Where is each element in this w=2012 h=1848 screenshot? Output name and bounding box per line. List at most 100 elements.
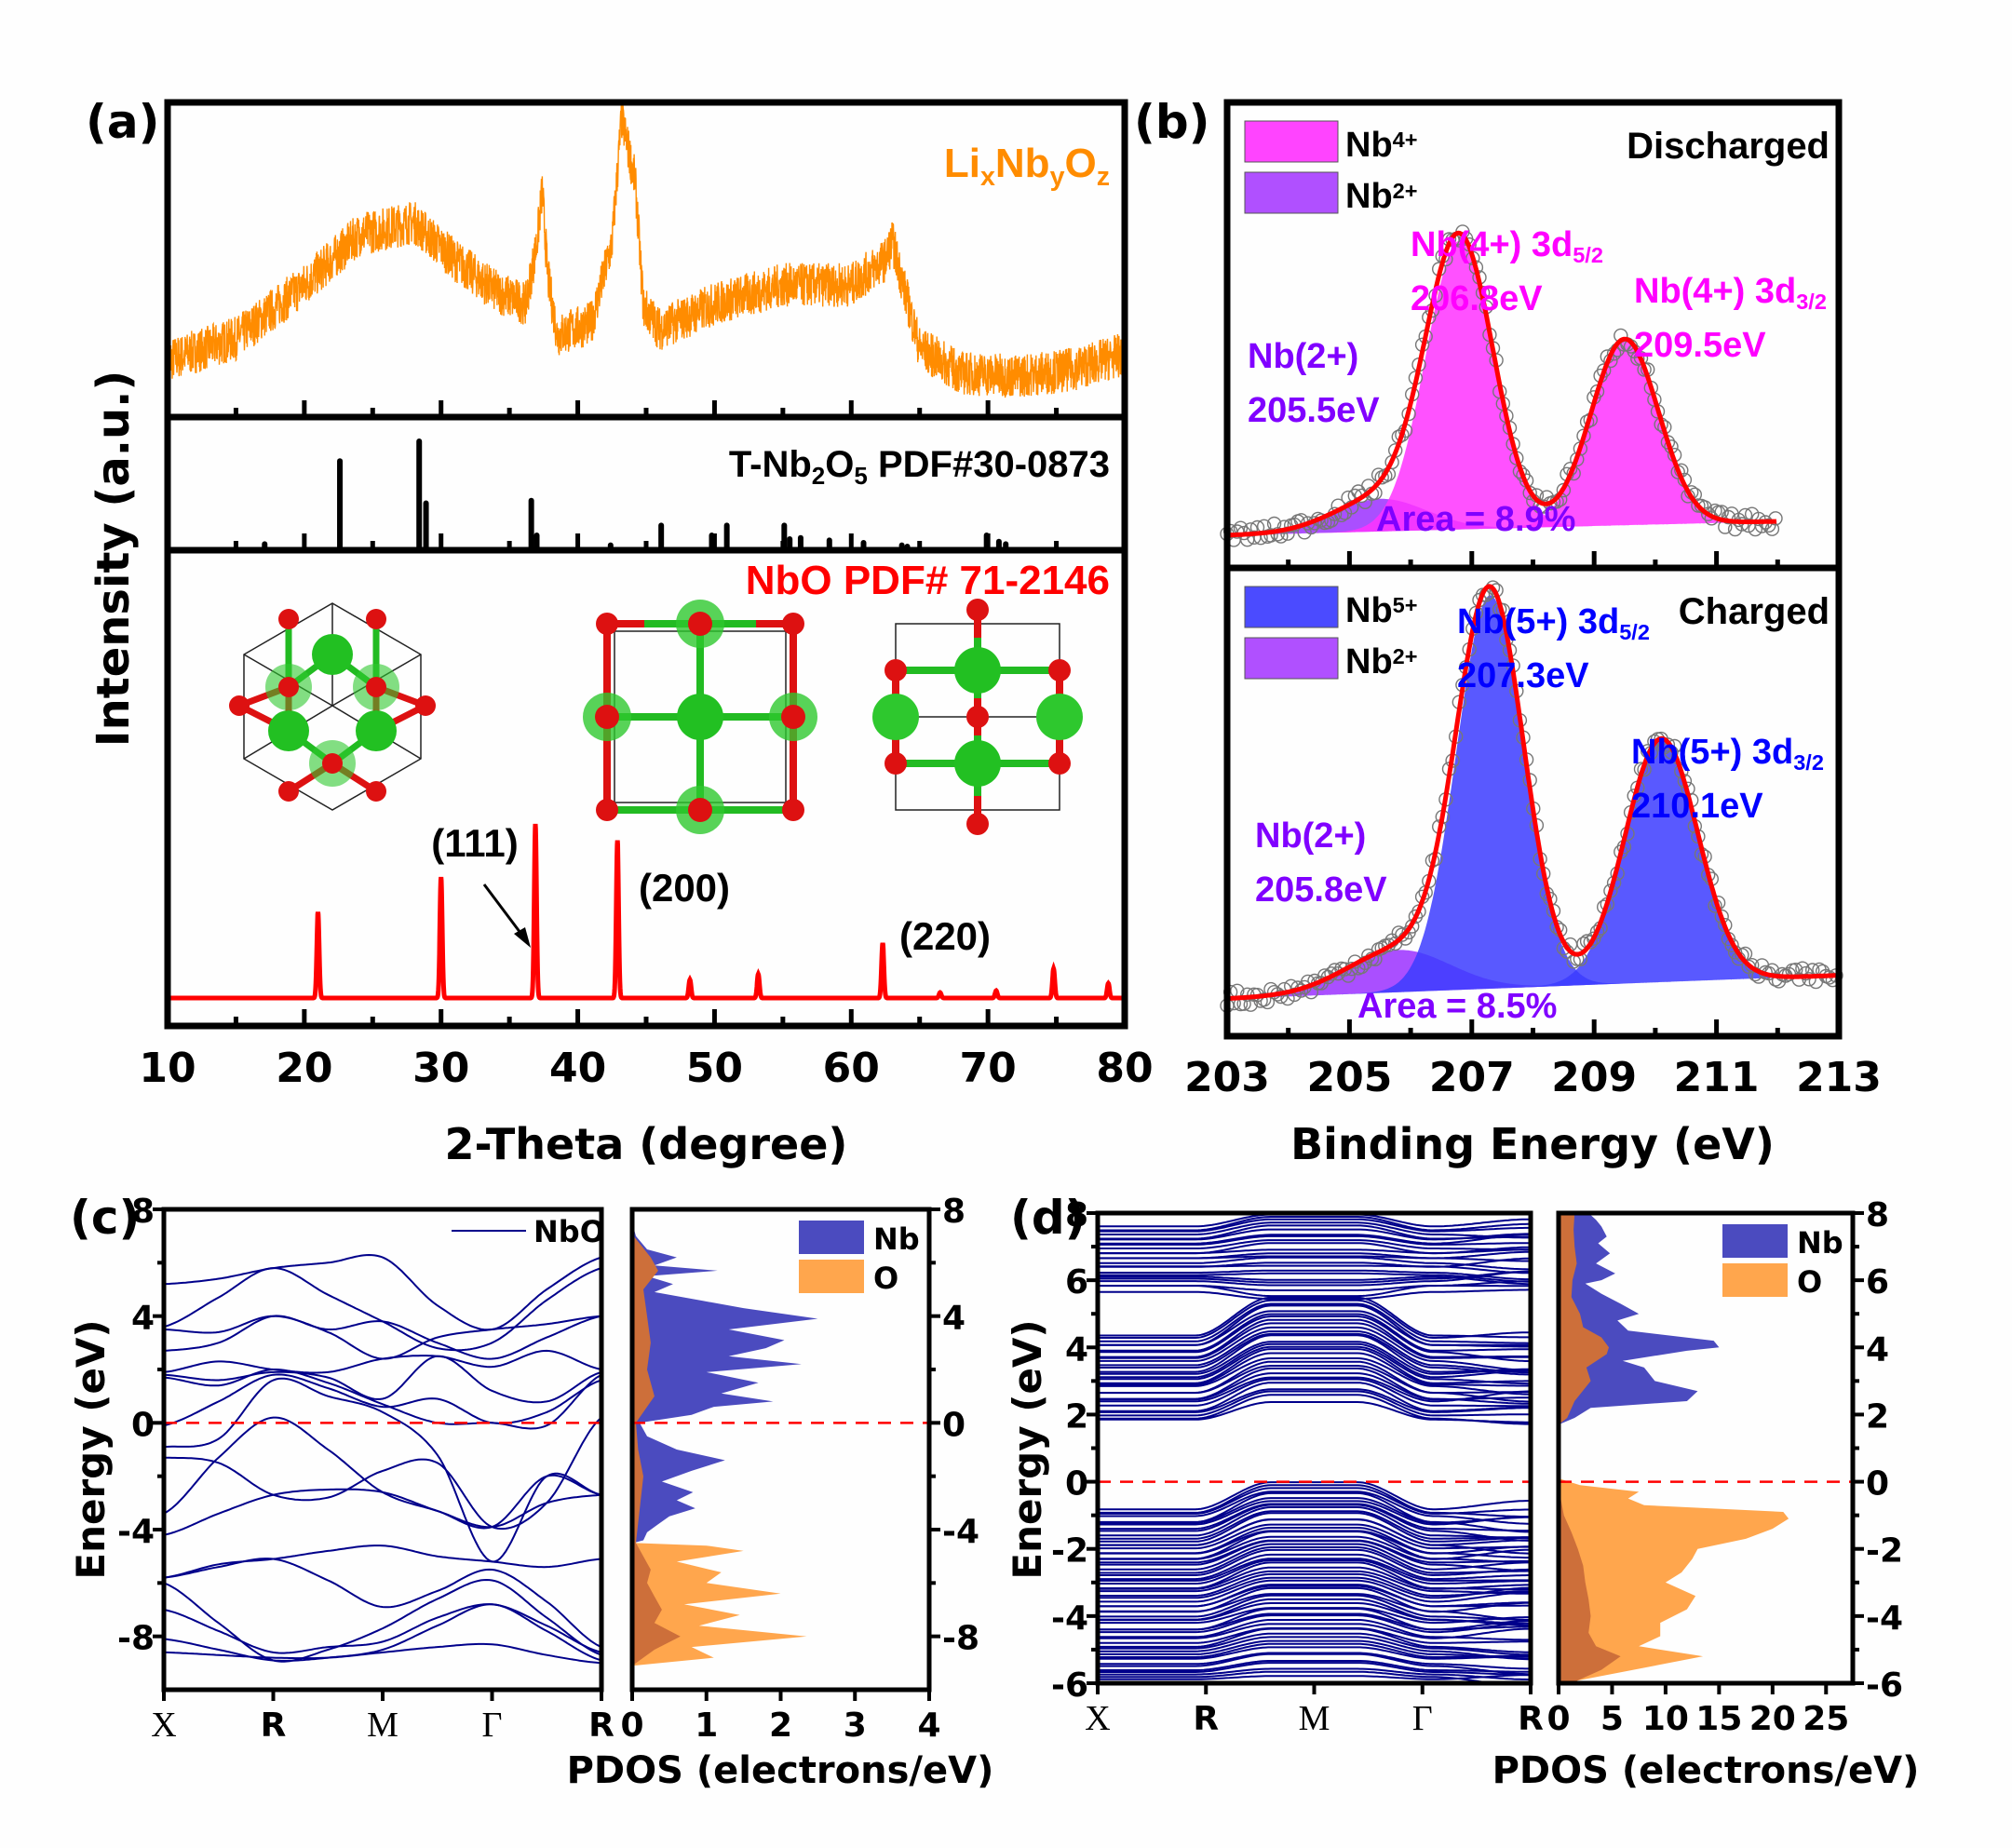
band-line xyxy=(1098,1239,1531,1251)
pdos-x-tick-label: 2 xyxy=(769,1706,792,1745)
lixnbyoz-label: LixNbyOz xyxy=(944,141,1110,192)
legend-label: Nb2+ xyxy=(1345,177,1418,216)
xps-data-point xyxy=(1660,737,1676,752)
xps-data-point xyxy=(1256,991,1272,1007)
arrow-111-head xyxy=(514,927,531,948)
band-line xyxy=(163,1416,602,1531)
band-y-tick-label: 8 xyxy=(1065,1196,1088,1234)
band-line xyxy=(1098,1299,1531,1339)
xps-annotation: Nb(5+) 3d3/2 xyxy=(1631,733,1824,775)
band-line xyxy=(163,1373,602,1427)
band-line xyxy=(1098,1667,1531,1680)
band-line xyxy=(163,1578,602,1663)
band-line xyxy=(1098,1326,1531,1371)
xps-annotation: Nb(5+) 3d5/2 xyxy=(1457,602,1650,644)
band-line xyxy=(1098,1341,1531,1375)
band-line xyxy=(1098,1285,1531,1291)
pdos-y-tick-label: -4 xyxy=(1866,1599,1903,1638)
band-line xyxy=(1098,1382,1531,1412)
pdos-y-tick-label: 0 xyxy=(942,1406,965,1444)
band-line xyxy=(1098,1322,1531,1359)
band-line xyxy=(1098,1598,1531,1626)
band-line xyxy=(1098,1378,1531,1408)
panel-c-pdos-xlabel: PDOS (electrons/eV) xyxy=(567,1749,994,1792)
band-line xyxy=(1098,1523,1531,1550)
band-legend-label: NbO xyxy=(533,1214,605,1249)
band-line xyxy=(1098,1652,1531,1670)
pdos-area-nb xyxy=(1559,1213,1621,1683)
band-line xyxy=(1098,1553,1531,1581)
band-line xyxy=(1098,1357,1531,1396)
band-line xyxy=(1098,1334,1531,1373)
band-line xyxy=(1098,1510,1531,1540)
xps-fit-envelope xyxy=(1227,230,1777,538)
band-line xyxy=(1098,1642,1531,1658)
band-line xyxy=(1098,1518,1531,1546)
band-line xyxy=(1098,1332,1531,1376)
band-line xyxy=(1098,1614,1531,1634)
lixnbyoz-xrd-curve xyxy=(167,99,1126,398)
pdos-x-tick-label: 4 xyxy=(917,1706,940,1745)
band-line xyxy=(1098,1662,1531,1676)
band-line xyxy=(163,1544,602,1579)
x-tick-label: 70 xyxy=(960,1045,1017,1092)
band-line xyxy=(1098,1270,1531,1287)
band-line xyxy=(1098,1272,1531,1283)
legend-label: Nb2+ xyxy=(1345,642,1418,681)
panel-a-xrd: LixNbyOz T-Nb2O5 PDF#30-0873 NbO PDF# 71… xyxy=(88,99,1154,1169)
band-y-tick-label: -4 xyxy=(117,1513,155,1551)
pdos-y-tick-label: 6 xyxy=(1866,1263,1889,1302)
band-y-tick-label: 4 xyxy=(131,1300,155,1338)
band-line xyxy=(1098,1539,1531,1564)
legend-swatch xyxy=(1244,171,1339,214)
band-line xyxy=(1098,1607,1531,1625)
band-y-tick-label: 2 xyxy=(1065,1397,1088,1436)
band-line xyxy=(163,1355,602,1404)
xps-component-nb4-3d5-2 xyxy=(1227,240,1778,535)
legend-swatch xyxy=(1244,586,1339,628)
band-line xyxy=(1098,1342,1531,1379)
x-tick-label: 205 xyxy=(1306,1054,1392,1101)
band-line xyxy=(1098,1304,1531,1346)
band-line xyxy=(1098,1250,1531,1260)
band-line xyxy=(1098,1619,1531,1641)
pdos-x-tick-label: 1 xyxy=(695,1706,718,1745)
band-line xyxy=(1098,1315,1531,1362)
xps-annotation: Nb(2+) xyxy=(1248,337,1358,376)
k-point-label: Γ xyxy=(1412,1699,1433,1738)
band-line xyxy=(163,1369,602,1430)
band-line xyxy=(1098,1561,1531,1591)
x-tick-label: 50 xyxy=(686,1045,743,1092)
band-line xyxy=(1098,1543,1531,1571)
pdos-x-tick-label: 5 xyxy=(1600,1700,1624,1738)
band-line xyxy=(1098,1503,1531,1532)
panel-d-ylabel: Energy (eV) xyxy=(1005,1319,1050,1579)
xps-annotation: 206.8eV xyxy=(1411,279,1543,318)
band-line xyxy=(1098,1216,1531,1232)
band-line xyxy=(1098,1572,1531,1597)
band-line xyxy=(1098,1660,1531,1673)
panel-c-band-frame xyxy=(161,1207,604,1693)
xps-component-nb5-3d5-2 xyxy=(1227,595,1839,999)
panel-a-ylabel: Intensity (a.u.) xyxy=(88,371,140,748)
nbo-crystal-view-111 xyxy=(229,602,436,811)
pdos-y-tick-label: -6 xyxy=(1866,1666,1903,1705)
xps-component-nb4-3d3-2 xyxy=(1227,339,1778,535)
band-line xyxy=(1098,1646,1531,1660)
pdos-legend-label: Nb xyxy=(873,1221,920,1257)
band-line xyxy=(1098,1348,1531,1384)
band-line xyxy=(1098,1639,1531,1660)
k-point-label: R xyxy=(588,1706,614,1745)
x-tick-label: 30 xyxy=(412,1045,469,1092)
t-nb2o5-label: T-Nb2O5 PDF#30-0873 xyxy=(729,444,1110,490)
band-line xyxy=(1098,1330,1531,1374)
xps-data-point xyxy=(1721,509,1736,525)
k-point-label: R xyxy=(1518,1700,1544,1738)
pdos-x-tick-label: 15 xyxy=(1695,1700,1742,1738)
band-line xyxy=(1098,1579,1531,1603)
band-line xyxy=(1098,1345,1531,1385)
band-line xyxy=(1098,1491,1531,1533)
panel-label-c: (c) xyxy=(70,1191,140,1245)
pdos-area-o xyxy=(1559,1477,1789,1683)
